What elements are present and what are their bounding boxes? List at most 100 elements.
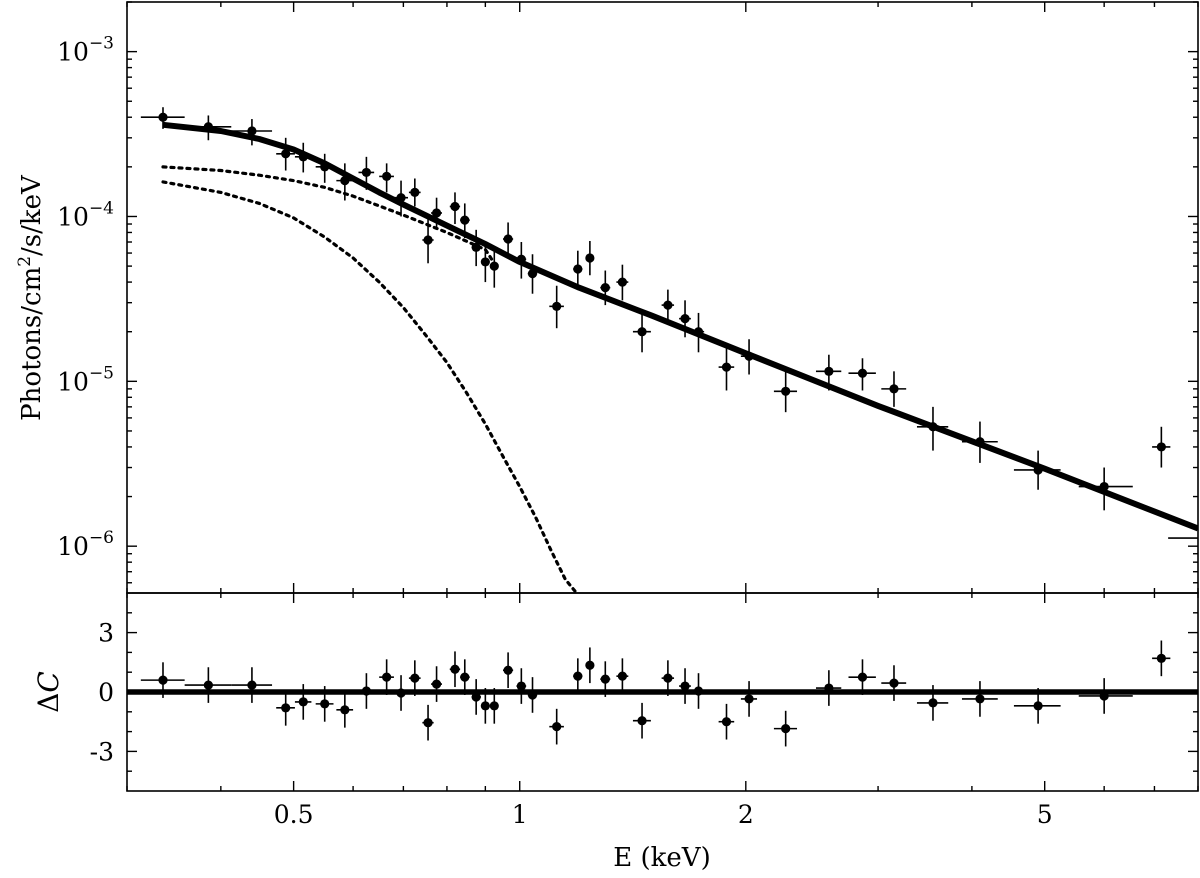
- data-marker: [975, 437, 985, 447]
- spectrum-y-tick-label: 10−3: [57, 34, 114, 67]
- residual-data-point: [449, 651, 461, 688]
- residual-y-tick-label: 3: [98, 619, 114, 648]
- spectrum-data-point: [379, 163, 394, 193]
- data-marker: [410, 673, 420, 683]
- spectrum-y-tick-label: 10−6: [57, 528, 114, 561]
- data-marker: [585, 660, 595, 670]
- data-marker: [340, 176, 350, 186]
- x-tick-label: 5: [1037, 800, 1053, 829]
- data-marker: [889, 384, 899, 394]
- spectrum-data-point: [449, 192, 461, 225]
- data-marker: [1033, 701, 1043, 711]
- data-marker: [585, 253, 595, 263]
- data-marker: [320, 162, 330, 172]
- spectrum-data-point: [881, 371, 907, 407]
- ylabel-superscript: 2: [15, 256, 35, 267]
- residual-data-point: [773, 710, 798, 747]
- data-marker: [480, 701, 490, 711]
- spectrum-data-point: [358, 156, 375, 190]
- residual-data-point: [276, 690, 295, 726]
- residual-y-tick-label: -3: [90, 737, 114, 766]
- data-marker: [928, 422, 938, 432]
- residual-data-point: [661, 660, 675, 696]
- residual-data-point: [294, 684, 312, 720]
- data-marker: [423, 718, 433, 728]
- data-marker: [298, 697, 308, 707]
- spectrum-data-point: [231, 119, 273, 146]
- ylabel-part-2: /s/keV: [17, 174, 47, 256]
- spectrum-data-point: [516, 242, 527, 279]
- data-marker: [721, 362, 732, 372]
- residual-data-point: [961, 681, 998, 717]
- residual-y-tick-labels: 3 0 -3: [90, 619, 114, 767]
- data-marker: [450, 201, 460, 212]
- data-marker: [1156, 442, 1166, 452]
- data-marker: [431, 679, 442, 689]
- spectrum-y-tick-label: 10−4: [57, 198, 114, 231]
- residual-data-point: [460, 659, 470, 695]
- tick-base: 10: [57, 38, 89, 67]
- residual-data-point: [471, 679, 481, 715]
- spectrum-data-point: [1013, 450, 1061, 490]
- spectrum-y-tick-labels: 10−3 10−4 10−5 10−6: [57, 34, 114, 562]
- residual-data-point: [740, 681, 758, 717]
- data-marker: [340, 705, 350, 715]
- data-marker: [637, 327, 647, 337]
- spectrum-data-point: [276, 137, 295, 171]
- spectrum-data-point: [718, 345, 735, 391]
- residual-ticks: [126, 593, 1199, 791]
- data-marker: [298, 152, 308, 162]
- data-marker: [721, 717, 732, 727]
- spectrum-data-point: [740, 339, 758, 375]
- spectrum-data-point: [815, 354, 842, 391]
- data-marker: [744, 694, 754, 704]
- data-marker: [889, 678, 899, 688]
- data-marker: [663, 300, 673, 310]
- residual-data-point: [815, 670, 842, 706]
- spectrum-data-point: [549, 285, 564, 329]
- data-marker: [361, 167, 372, 178]
- data-marker: [617, 277, 628, 287]
- tick-base: 10: [57, 532, 89, 561]
- data-marker: [516, 254, 526, 264]
- spectrum-data-point: [294, 142, 312, 173]
- spectrum-data-point: [315, 153, 334, 183]
- data-marker: [600, 283, 610, 293]
- spectrum-data-point: [961, 421, 998, 463]
- spectrum-data-point: [393, 180, 409, 217]
- spectrum-data-point: [480, 242, 490, 283]
- data-marker: [552, 722, 562, 732]
- residual-data-point: [516, 668, 527, 704]
- residual-ylabel-c: C: [32, 671, 65, 692]
- residual-data-point: [315, 686, 334, 722]
- spectrum-data-point: [471, 229, 481, 267]
- data-marker: [527, 690, 538, 700]
- data-marker: [503, 234, 513, 244]
- component-1-line: [161, 165, 496, 265]
- data-marker: [281, 703, 291, 713]
- spectrum-data-point: [140, 107, 185, 129]
- residual-y-tick-label: 0: [98, 678, 114, 707]
- spectrum-y-axis-label: Photons/cm2/s/keV: [15, 174, 47, 421]
- data-marker: [573, 264, 583, 274]
- spectrum-data-point: [616, 264, 629, 301]
- data-marker: [516, 681, 526, 691]
- data-marker: [1099, 481, 1109, 492]
- spectrum-data-point: [573, 250, 583, 288]
- x-tick-labels: 0.5 1 2 5: [274, 800, 1053, 829]
- data-marker: [552, 301, 562, 311]
- spectrum-y-tick-label: 10−5: [57, 363, 114, 396]
- spectrum-data-point: [422, 219, 434, 264]
- data-marker: [1033, 465, 1043, 475]
- spectrum-data-point: [1152, 426, 1171, 468]
- residual-data-point: [358, 673, 375, 709]
- spectrum-data-point: [848, 358, 876, 391]
- residual-panel: 3 0 -3 ΔC: [32, 592, 1199, 792]
- x-tick-label: 0.5: [274, 800, 314, 829]
- spectrum-data-point: [336, 163, 354, 201]
- residual-data-point: [1013, 688, 1061, 724]
- data-marker: [382, 171, 392, 182]
- data-marker: [431, 208, 442, 218]
- data-marker: [281, 149, 291, 159]
